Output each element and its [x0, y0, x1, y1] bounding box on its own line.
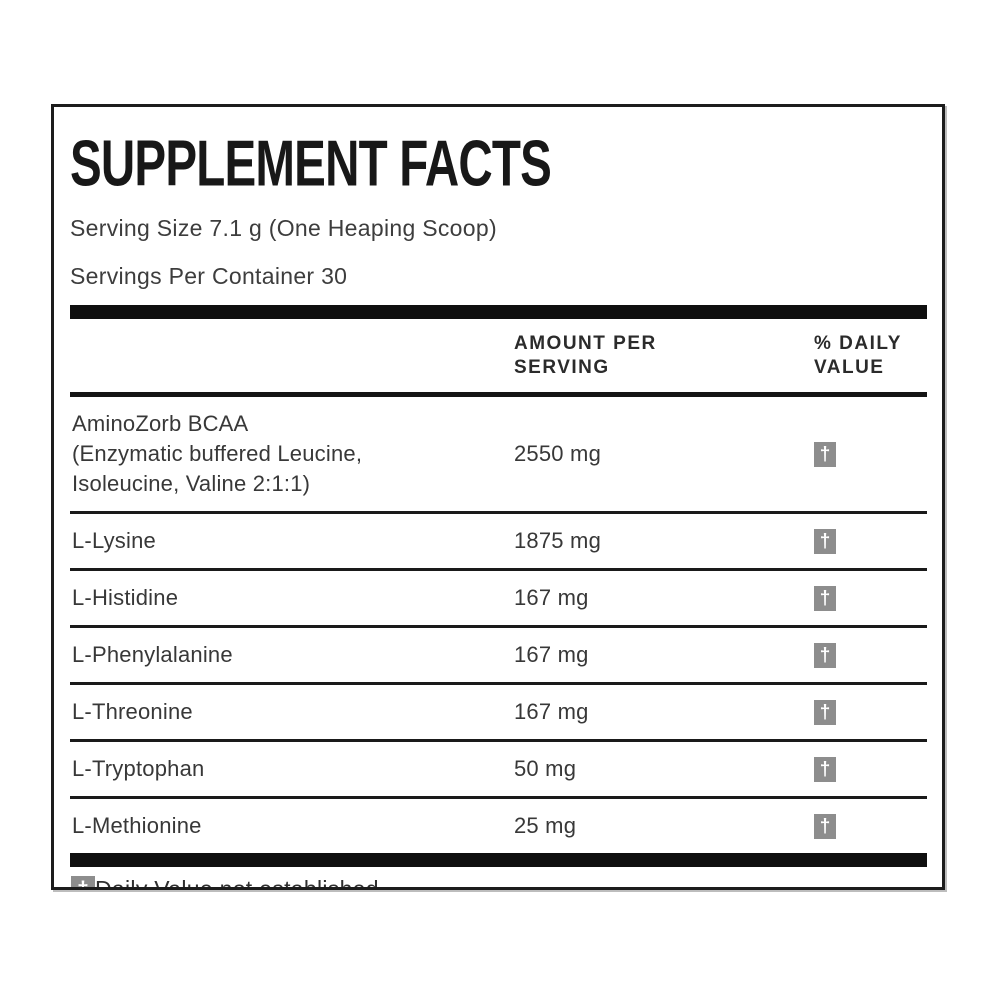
table-row-l-tryptophan: L-Tryptophan 50 mg †	[70, 742, 927, 796]
panel-title-text: SUPPLEMENT FACTS	[70, 127, 552, 200]
nutrient-amount: 167 mg	[514, 699, 589, 724]
row-divider	[70, 625, 927, 628]
top-black-bar	[70, 305, 927, 319]
dagger-glyph: †	[819, 587, 831, 609]
servings-per-container: Servings Per Container 30	[70, 263, 348, 289]
footnote: † Daily Value not established.	[70, 876, 927, 890]
row-divider	[70, 511, 927, 514]
nutrient-name: L-Histidine	[72, 585, 179, 610]
table-row-l-lysine: L-Lysine 1875 mg †	[70, 514, 927, 568]
nutrient-amount: 2550 mg	[514, 441, 602, 466]
col-header-amount-per-serving: AMOUNT PER SERVING	[514, 333, 657, 378]
daily-value-cell: †	[814, 642, 927, 668]
dagger-icon: †	[814, 441, 836, 467]
row-divider	[70, 739, 927, 742]
dagger-icon: †	[814, 585, 836, 611]
daily-value-cell: †	[814, 585, 927, 611]
daily-value-cell: †	[814, 528, 927, 554]
row-divider	[70, 796, 927, 799]
dagger-glyph: †	[77, 878, 89, 890]
dagger-glyph: †	[819, 758, 831, 780]
table-header-row: AMOUNT PER SERVING % DAILY VALUE	[70, 319, 927, 392]
row-divider	[70, 568, 927, 571]
dagger-glyph: †	[819, 443, 831, 465]
bottom-black-bar	[70, 853, 927, 867]
daily-value-cell: †	[814, 699, 927, 725]
daily-value-cell: †	[814, 813, 927, 839]
dagger-glyph: †	[819, 644, 831, 666]
dagger-icon: †	[71, 876, 95, 890]
nutrient-amount: 50 mg	[514, 756, 577, 781]
daily-value-cell: †	[814, 756, 927, 782]
header-divider	[70, 392, 927, 397]
dagger-glyph: †	[819, 701, 831, 723]
dagger-icon: †	[814, 813, 836, 839]
nutrient-name: L-Threonine	[72, 699, 193, 724]
col-header-percent-daily-value: % DAILY VALUE	[814, 333, 902, 378]
nutrient-name: L-Tryptophan	[72, 756, 205, 781]
nutrient-name: L-Methionine	[72, 813, 202, 838]
nutrient-amount: 167 mg	[514, 585, 589, 610]
dagger-icon: †	[814, 528, 836, 554]
daily-value-cell: †	[814, 441, 927, 467]
supplement-facts-panel: SUPPLEMENT FACTS Serving Size 7.1 g (One…	[51, 104, 945, 890]
panel-title: SUPPLEMENT FACTS	[70, 127, 927, 200]
serving-size: Serving Size 7.1 g (One Heaping Scoop)	[70, 215, 497, 241]
footnote-text: Daily Value not established.	[95, 876, 386, 890]
nutrient-name: L-Phenylalanine	[72, 642, 233, 667]
dagger-glyph: †	[819, 530, 831, 552]
dagger-icon: †	[814, 699, 836, 725]
table-row-l-methionine: L-Methionine 25 mg †	[70, 799, 927, 853]
dagger-icon: †	[814, 642, 836, 668]
table-row-l-histidine: L-Histidine 167 mg †	[70, 571, 927, 625]
nutrient-amount: 25 mg	[514, 813, 577, 838]
dagger-icon: †	[814, 756, 836, 782]
table-row-l-phenylalanine: L-Phenylalanine 167 mg †	[70, 628, 927, 682]
dagger-glyph: †	[819, 815, 831, 837]
row-divider	[70, 682, 927, 685]
nutrient-amount: 167 mg	[514, 642, 589, 667]
nutrient-name: L-Lysine	[72, 528, 156, 553]
nutrient-name: AminoZorb BCAA (Enzymatic buffered Leuci…	[72, 411, 363, 496]
nutrient-amount: 1875 mg	[514, 528, 602, 553]
table-row-aminozorb-bcaa: AminoZorb BCAA (Enzymatic buffered Leuci…	[70, 397, 927, 511]
table-row-l-threonine: L-Threonine 167 mg †	[70, 685, 927, 739]
